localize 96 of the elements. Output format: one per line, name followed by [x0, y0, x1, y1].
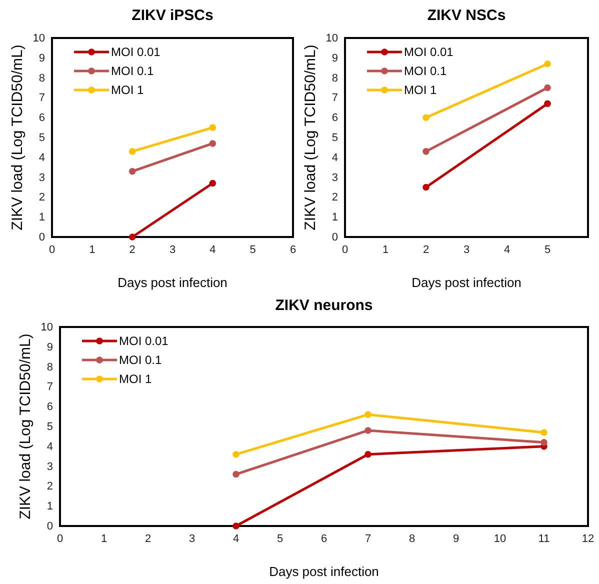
y-tick-label: 9	[46, 341, 53, 354]
y-tick-label: 9	[38, 52, 45, 64]
y-tick-label: 7	[332, 92, 338, 104]
x-tick-label: 10	[494, 532, 506, 545]
y-tick-label: 4	[332, 152, 338, 164]
x-tick-label: 5	[544, 244, 551, 256]
y-tick-label: 4	[46, 440, 53, 453]
x-tick-label: 1	[100, 532, 108, 545]
y-tick-label: 1	[46, 500, 53, 513]
legend-label: MOI 1	[119, 372, 152, 386]
point	[232, 522, 240, 530]
point	[232, 450, 240, 458]
y-tick-label: 2	[38, 192, 45, 204]
point	[209, 140, 216, 147]
legend-label: MOI 0.01	[119, 334, 169, 348]
x-tick-label: 12	[582, 532, 594, 545]
y-tick-label: 1	[38, 212, 45, 224]
x-tick-label: 3	[463, 244, 470, 256]
y-tick-label: 3	[38, 172, 45, 184]
x-tick-label: 3	[188, 532, 196, 545]
point	[364, 411, 372, 418]
point	[540, 429, 548, 436]
y-tick-label: 0	[332, 232, 338, 244]
chart-title: ZIKV iPSCs	[132, 7, 214, 24]
y-tick-label: 10	[32, 32, 45, 45]
y-tick-label: 8	[46, 361, 53, 374]
y-tick-label: 4	[38, 152, 45, 164]
x-tick-label: 8	[408, 532, 416, 545]
y-tick-label: 10	[326, 32, 338, 45]
y-tick-label: 8	[38, 72, 45, 84]
point	[364, 427, 372, 434]
y-tick-label: 6	[38, 112, 45, 124]
x-tick-label: 1	[382, 244, 389, 256]
point	[128, 168, 136, 175]
x-tick-label: 2	[422, 244, 430, 256]
x-axis-title: Days post infection	[269, 564, 379, 579]
point	[209, 124, 216, 131]
y-tick-label: 2	[46, 480, 53, 493]
legend-label: MOI 0.01	[111, 45, 161, 59]
y-tick-label: 0	[46, 520, 53, 533]
y-axis-title: ZIKV load (Log TCID50/mL)	[17, 334, 34, 520]
x-tick-label: 4	[504, 244, 510, 256]
legend-label: MOI 0.1	[404, 64, 448, 78]
x-tick-label: 0	[56, 532, 64, 545]
chart-title: ZIKV NSCs	[427, 7, 506, 24]
point	[544, 100, 551, 108]
legend-label: MOI 0.01	[404, 45, 454, 59]
point	[128, 234, 136, 240]
point	[209, 180, 216, 187]
y-tick-label: 5	[46, 421, 53, 434]
y-tick-label: 6	[332, 112, 338, 124]
y-tick-label: 9	[332, 52, 338, 64]
x-axis-title: Days post infection	[118, 275, 228, 290]
y-axis-title: ZIKV load (Log TCID50/mL)	[9, 44, 26, 230]
y-tick-label: 5	[38, 132, 45, 144]
x-tick-label: 0	[342, 244, 348, 256]
legend-label: MOI 0.1	[111, 64, 154, 78]
point	[128, 148, 136, 155]
x-tick-label: 4	[232, 532, 240, 545]
x-tick-label: 11	[538, 532, 550, 545]
y-tick-label: 0	[38, 232, 45, 244]
y-tick-label: 5	[332, 132, 338, 144]
y-tick-label: 3	[332, 172, 338, 184]
x-tick-label: 6	[320, 532, 328, 545]
y-tick-label: 7	[46, 381, 53, 394]
x-tick-label: 1	[89, 244, 96, 256]
y-tick-label: 1	[332, 212, 338, 224]
legend-label: MOI 1	[111, 83, 144, 97]
point	[540, 439, 548, 446]
x-tick-label: 7	[364, 532, 372, 545]
y-tick-label: 7	[38, 92, 45, 104]
legend-label: MOI 0.1	[119, 353, 162, 367]
x-tick-label: 2	[129, 244, 136, 256]
y-tick-label: 6	[46, 401, 53, 414]
x-tick-label: 5	[276, 532, 284, 545]
point	[544, 60, 551, 68]
y-axis-title: ZIKV load (Log TCID50/mL)	[302, 44, 319, 230]
x-tick-label: 3	[169, 244, 176, 256]
x-tick-label: 9	[452, 532, 460, 545]
y-tick-label: 8	[332, 72, 338, 84]
x-tick-label: 6	[290, 244, 296, 256]
y-tick-label: 10	[40, 322, 53, 334]
y-tick-label: 2	[332, 192, 338, 204]
point	[232, 470, 240, 478]
chart-title: ZIKV neurons	[275, 297, 373, 314]
x-axis-title: Days post infection	[412, 275, 522, 290]
legend-label: MOI 1	[404, 83, 437, 97]
x-tick-label: 2	[144, 532, 152, 545]
point	[422, 148, 430, 155]
point	[422, 184, 430, 191]
x-tick-label: 4	[210, 244, 216, 256]
y-tick-label: 3	[46, 460, 53, 473]
x-tick-label: 5	[250, 244, 256, 256]
point	[544, 84, 551, 92]
point	[364, 450, 372, 458]
point	[422, 114, 430, 121]
